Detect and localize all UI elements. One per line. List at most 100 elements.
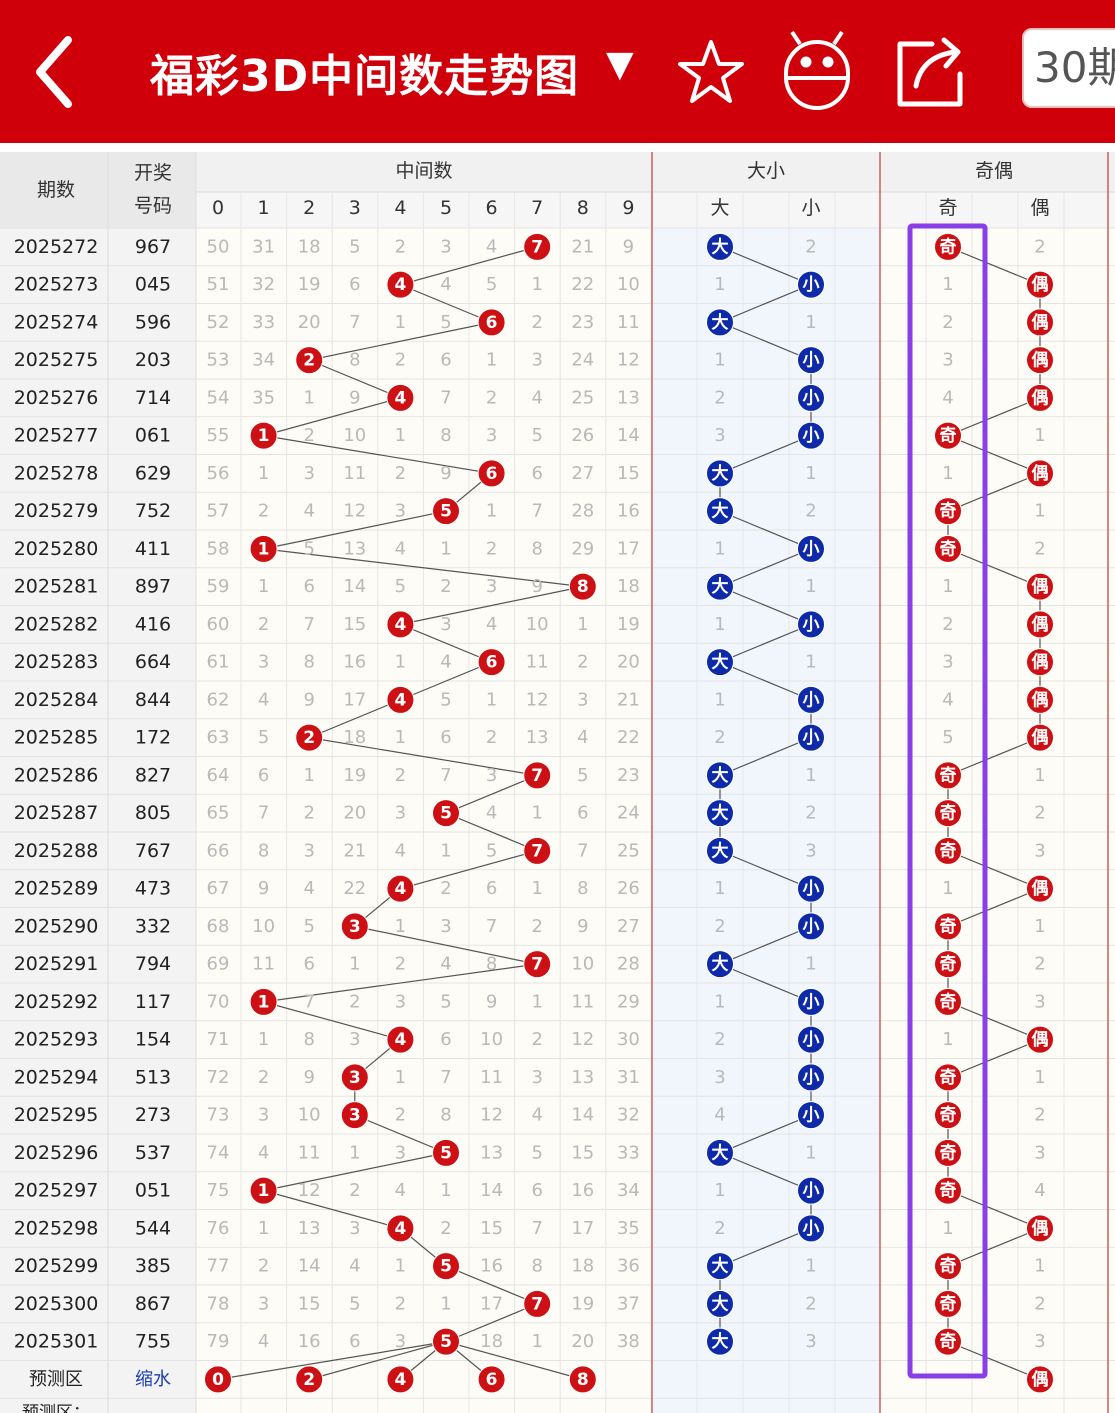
- issue-cell: 2025301: [14, 1331, 99, 1353]
- caret-down-icon[interactable]: ▼: [606, 44, 634, 85]
- header-group-size: 大小: [747, 160, 785, 182]
- parity-ball-label: 奇: [940, 765, 957, 786]
- middle-miss-cell: 12: [298, 1180, 321, 1201]
- parity-ball-label: 奇: [940, 1105, 957, 1126]
- size-ball-label: 小: [803, 690, 820, 710]
- size-ball: [797, 383, 825, 412]
- middle-miss-cell: 30: [617, 1029, 640, 1050]
- middle-miss-cell: 2: [395, 765, 406, 786]
- middle-hit-ball-label: 1: [258, 539, 270, 559]
- parity-miss-cell: 1: [1034, 501, 1045, 522]
- middle-miss-cell: 5: [440, 689, 451, 710]
- size-miss-cell: 3: [714, 425, 725, 446]
- middle-miss-cell: 8: [258, 840, 269, 861]
- middle-miss-cell: 11: [526, 652, 549, 673]
- size-ball: [797, 1025, 825, 1054]
- middle-miss-cell: 25: [571, 387, 594, 408]
- middle-miss-cell: 1: [258, 463, 269, 484]
- parity-ball: [1026, 648, 1054, 677]
- size-ball-label: 小: [803, 1219, 820, 1239]
- issue-cell: 2025287: [14, 802, 99, 824]
- middle-miss-cell: 15: [571, 1142, 594, 1163]
- middle-hit-ball: [386, 270, 415, 299]
- number-cell: 867: [135, 1293, 171, 1315]
- middle-miss-cell: 4: [303, 878, 314, 899]
- middle-miss-cell: 33: [252, 312, 275, 333]
- parity-ball-label: 偶: [1032, 387, 1049, 408]
- middle-miss-cell: 9: [486, 991, 497, 1012]
- middle-miss-cell: 1: [531, 803, 542, 824]
- middle-miss-cell: 5: [577, 765, 588, 786]
- middle-hit-ball-label: 4: [394, 1030, 406, 1050]
- middle-miss-cell: 18: [617, 576, 640, 597]
- parity-ball-label: 奇: [940, 425, 957, 446]
- middle-miss-cell: 1: [395, 1256, 406, 1277]
- share-button[interactable]: [892, 34, 968, 110]
- middle-miss-cell: 3: [303, 840, 314, 861]
- middle-miss-cell: 34: [252, 350, 275, 371]
- middle-miss-cell: 2: [303, 803, 314, 824]
- parity-ball: [1026, 685, 1054, 714]
- middle-miss-cell: 1: [395, 1067, 406, 1088]
- number-cell: 411: [135, 538, 171, 560]
- parity-bg: [881, 228, 1115, 1413]
- middle-hit-ball: [477, 308, 506, 337]
- middle-miss-cell: 2: [395, 1293, 406, 1314]
- middle-miss-cell: 17: [343, 689, 366, 710]
- middle-miss-cell: 1: [258, 1029, 269, 1050]
- size-ball: [797, 912, 825, 941]
- middle-miss-cell: 27: [617, 916, 640, 937]
- middle-miss-cell: 11: [298, 1142, 321, 1163]
- middle-miss-cell: 72: [207, 1067, 230, 1088]
- parity-ball: [934, 1176, 962, 1205]
- robot-button[interactable]: [782, 28, 852, 113]
- size-miss-cell: 1: [714, 878, 725, 899]
- middle-miss-cell: 13: [343, 538, 366, 559]
- issue-cell: 2025290: [14, 915, 99, 937]
- parity-miss-cell: 1: [1034, 1067, 1045, 1088]
- middle-miss-cell: 6: [531, 463, 542, 484]
- favorite-button[interactable]: [676, 38, 746, 108]
- trend-table: 期数开奖号码中间数 大小 奇偶0 1 2 3 4 5 6 7 8 9 大小奇偶2025272 967 50 3…: [0, 150, 1115, 1413]
- header-group-middle: 中间数: [395, 160, 452, 182]
- back-button[interactable]: [30, 32, 80, 112]
- middle-hit-ball: [386, 383, 415, 412]
- middle-hit-ball-label: 8: [577, 577, 589, 597]
- number-cell: 805: [135, 802, 171, 824]
- size-ball-label: 小: [803, 615, 820, 635]
- middle-miss-cell: 2: [258, 1067, 269, 1088]
- size-ball-label: 大: [712, 501, 729, 522]
- middle-miss-cell: 68: [207, 916, 230, 937]
- middle-hit-ball: [477, 648, 506, 677]
- middle-miss-cell: 78: [207, 1293, 230, 1314]
- page-title[interactable]: 福彩3D中间数走势图: [150, 51, 580, 102]
- size-ball: [797, 421, 825, 450]
- middle-miss-cell: 3: [395, 803, 406, 824]
- size-ball: [797, 346, 825, 375]
- issue-cell: 2025274: [14, 311, 99, 333]
- middle-miss-cell: 71: [207, 1029, 230, 1050]
- parity-miss-cell: 4: [942, 387, 953, 408]
- middle-miss-cell: 18: [571, 1256, 594, 1277]
- parity-miss-cell: 4: [942, 689, 953, 710]
- size-miss-cell: 1: [714, 1180, 725, 1201]
- number-cell: 203: [135, 349, 171, 371]
- middle-miss-cell: 34: [617, 1180, 640, 1201]
- middle-miss-cell: 57: [207, 501, 230, 522]
- number-cell: 172: [135, 727, 171, 749]
- middle-miss-cell: 6: [440, 350, 451, 371]
- middle-miss-cell: 20: [343, 803, 366, 824]
- header-size-small: 小: [801, 197, 820, 219]
- middle-miss-cell: 25: [617, 840, 640, 861]
- middle-hit-ball: [386, 874, 415, 903]
- middle-hit-ball: [523, 1289, 552, 1318]
- middle-miss-cell: 7: [486, 916, 497, 937]
- middle-miss-cell: 74: [207, 1142, 230, 1163]
- middle-miss-cell: 3: [349, 1218, 360, 1239]
- issue-cell: 2025288: [14, 840, 99, 862]
- period-selector-button[interactable]: 30期: [1022, 28, 1115, 108]
- middle-miss-cell: 17: [480, 1293, 503, 1314]
- parity-ball-label: 奇: [940, 991, 957, 1012]
- prediction-ball-label: 6: [486, 1370, 498, 1390]
- number-cell: 385: [135, 1255, 171, 1277]
